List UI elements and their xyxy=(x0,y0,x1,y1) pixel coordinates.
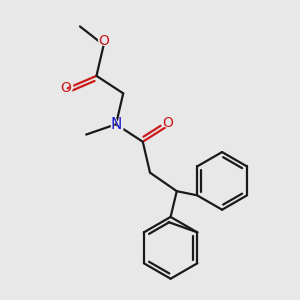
Text: O: O xyxy=(162,116,173,130)
Text: O: O xyxy=(98,34,109,48)
Text: N: N xyxy=(108,115,124,134)
Text: N: N xyxy=(110,117,122,132)
Text: O: O xyxy=(58,79,73,97)
Text: O: O xyxy=(160,114,175,132)
Text: O: O xyxy=(60,81,71,95)
Text: O: O xyxy=(96,32,111,50)
